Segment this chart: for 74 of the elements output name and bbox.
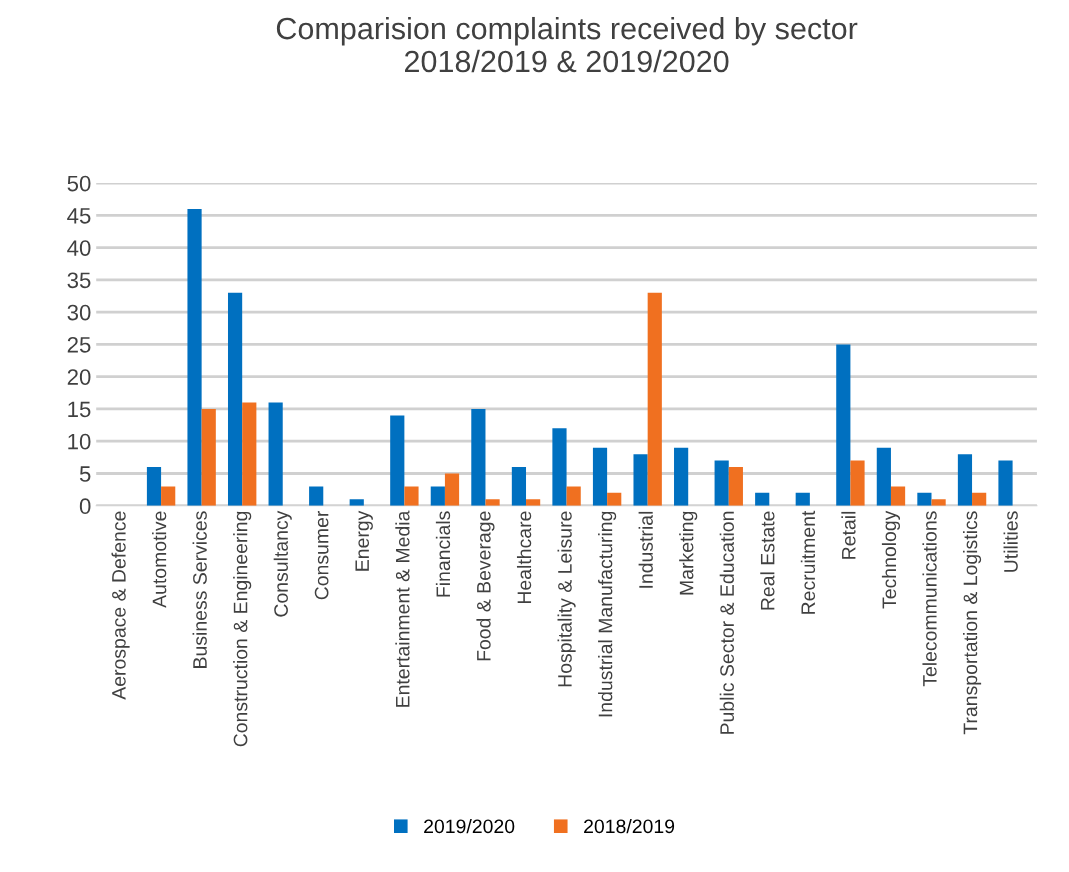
x-tick-label: Technology (881, 510, 901, 609)
x-tick-label: Aerospace & Defence (111, 511, 130, 700)
y-tick-label: 5 (79, 466, 91, 482)
bar (998, 460, 1013, 506)
x-tick-label: Industrial (638, 511, 653, 588)
x-tick-label: Automotive (152, 511, 167, 608)
x-tick-label: Real Estate (760, 511, 775, 610)
y-tick-label: 0 (79, 498, 91, 515)
bar (390, 415, 405, 506)
bar (714, 460, 729, 506)
bar (444, 473, 460, 506)
y-tick-label: 10 (68, 433, 91, 450)
bar (430, 486, 445, 506)
bar (728, 467, 743, 506)
bar (931, 499, 946, 506)
y-tick-label: 30 (67, 304, 91, 321)
bar (836, 344, 851, 506)
y-tick-label: 35 (67, 272, 91, 289)
bar (187, 208, 202, 506)
x-tick-label: Construction & Engineering (233, 511, 252, 747)
x-tick-label: Food & Beverage (476, 511, 495, 661)
x-tick-label: Telecommunications (922, 511, 937, 687)
x-tick-label: Industrial Manufacturing (598, 511, 617, 717)
bar (242, 402, 257, 506)
bar (511, 467, 527, 506)
bar (349, 499, 364, 506)
x-tick-label: Business Services (192, 511, 207, 668)
x-tick-label: Marketing (679, 511, 698, 595)
bar (917, 492, 932, 506)
bar (890, 486, 906, 506)
bar (268, 402, 283, 506)
bar (957, 454, 973, 506)
x-tick-label: Entertainment & Media (395, 510, 410, 707)
y-tick-label: 50 (67, 175, 91, 192)
x-tick-label: Consultancy (273, 510, 292, 617)
y-tick-label: 25 (67, 336, 91, 353)
x-tick-label: Utilities (1003, 511, 1018, 572)
y-tick-label: 20 (67, 369, 91, 385)
y-tick-label: 40 (67, 240, 91, 256)
x-tick-label: Retail (841, 511, 856, 559)
bar (552, 428, 567, 506)
bar (592, 447, 608, 506)
x-tick-label: Financials (435, 511, 451, 597)
x-tick-label: Public Sector & Education (719, 511, 734, 734)
chart-title: Comparision complaints received by sector 2018/2019 & 2019/2020 (276, 16, 858, 73)
bar (674, 447, 689, 506)
bar (755, 492, 770, 506)
x-tick-label: Consumer (314, 510, 329, 600)
legend-label: 2018/2019 (584, 818, 675, 834)
bar (227, 292, 243, 506)
bar (161, 486, 176, 506)
bar (146, 467, 162, 506)
bar (309, 486, 324, 506)
y-tick-label: 15 (68, 401, 91, 418)
x-tick-label: Recruitment (800, 510, 816, 614)
bar (526, 499, 541, 506)
bar (201, 408, 216, 506)
x-tick-label: Energy (355, 510, 373, 571)
y-tick-label: 45 (67, 208, 91, 224)
bar (485, 499, 500, 506)
bar (607, 492, 622, 506)
bar (647, 292, 662, 506)
bar (471, 408, 486, 506)
bar (795, 492, 810, 506)
bar (633, 454, 648, 506)
bar (566, 486, 581, 506)
legend-label: 2019/2020 (424, 818, 515, 834)
x-tick-label: Transportation & Logistics (962, 511, 982, 735)
bar (876, 447, 891, 506)
bar (972, 492, 987, 506)
bar (850, 460, 865, 506)
x-tick-label: Hospitality & Leisure (557, 511, 576, 687)
x-tick-label: Healthcare (516, 511, 532, 604)
bar (404, 486, 419, 506)
